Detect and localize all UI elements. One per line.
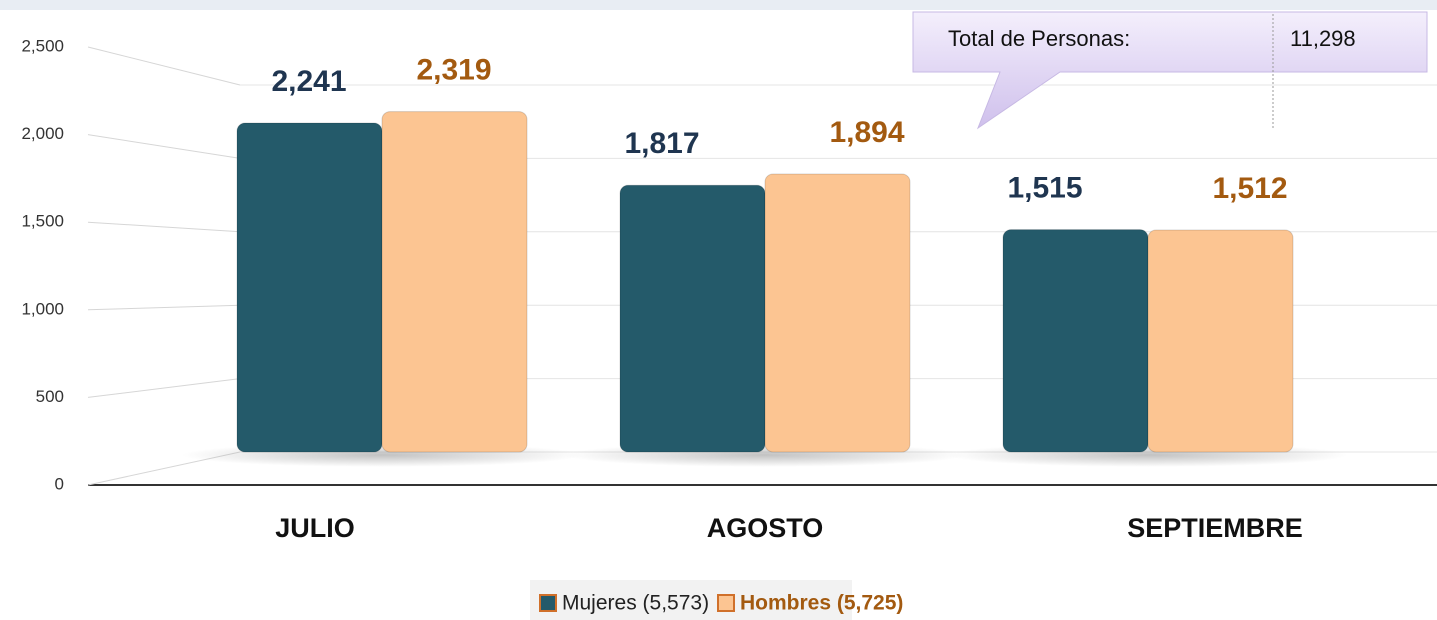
legend-swatch <box>539 594 557 612</box>
y-tick-label: 0 <box>55 474 64 493</box>
y-tick-label: 500 <box>36 387 64 406</box>
bar <box>381 111 528 453</box>
legend-label: Hombres (5,725) <box>740 592 903 615</box>
legend <box>530 580 852 620</box>
bar <box>619 184 766 453</box>
grid-line <box>87 134 241 159</box>
top-band <box>0 0 1437 10</box>
value-label: 1,512 <box>1212 172 1287 205</box>
x-tick-label: AGOSTO <box>707 513 824 543</box>
y-tick-label: 1,000 <box>21 299 64 318</box>
value-label: 1,817 <box>624 127 699 160</box>
x-tick-label: JULIO <box>275 513 355 543</box>
y-tick-label: 2,500 <box>21 36 64 55</box>
bar <box>236 122 383 453</box>
value-label: 2,241 <box>271 65 346 98</box>
value-label: 1,894 <box>829 116 904 149</box>
total-label: Total de Personas: <box>948 26 1130 51</box>
y-tick-label: 1,500 <box>21 212 64 231</box>
y-tick-label: 2,000 <box>21 124 64 143</box>
grid-line <box>87 46 241 86</box>
callout-box <box>912 11 1428 130</box>
value-label: 2,319 <box>416 53 491 86</box>
legend-swatch <box>717 594 735 612</box>
bar <box>1002 229 1149 453</box>
grid-line <box>87 221 241 233</box>
callout: Total de Personas: 11,298 <box>912 11 1428 130</box>
bar <box>1147 229 1294 453</box>
bar <box>764 173 911 453</box>
total-value: 11,298 <box>1290 26 1356 51</box>
value-label: 1,515 <box>1007 172 1082 205</box>
x-tick-label: SEPTIEMBRE <box>1127 513 1303 543</box>
grid-line <box>87 378 241 398</box>
grid-line <box>87 304 241 311</box>
legend-label: Mujeres (5,573) <box>562 592 709 615</box>
